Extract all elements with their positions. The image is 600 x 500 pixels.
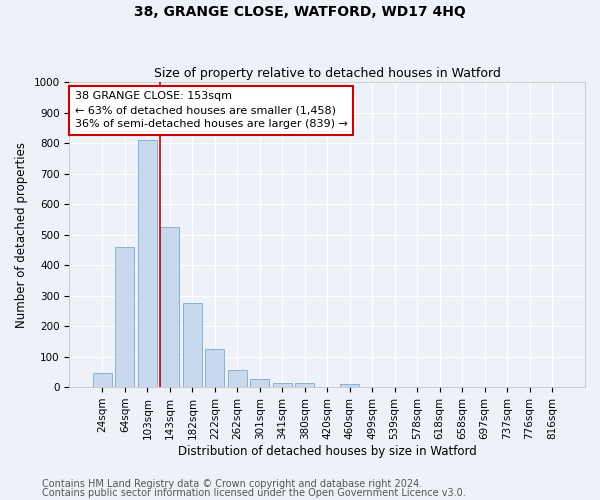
Bar: [295, 382, 314, 387]
Bar: [183, 303, 202, 387]
Bar: [340, 384, 359, 387]
X-axis label: Distribution of detached houses by size in Watford: Distribution of detached houses by size …: [178, 444, 476, 458]
Bar: [250, 380, 269, 387]
Bar: [93, 374, 112, 387]
Bar: [228, 370, 247, 387]
Title: Size of property relative to detached houses in Watford: Size of property relative to detached ho…: [154, 66, 500, 80]
Bar: [115, 247, 134, 387]
Text: Contains HM Land Registry data © Crown copyright and database right 2024.: Contains HM Land Registry data © Crown c…: [42, 479, 422, 489]
Text: 38 GRANGE CLOSE: 153sqm
← 63% of detached houses are smaller (1,458)
36% of semi: 38 GRANGE CLOSE: 153sqm ← 63% of detache…: [74, 91, 347, 129]
Bar: [272, 382, 292, 387]
Y-axis label: Number of detached properties: Number of detached properties: [15, 142, 28, 328]
Bar: [205, 349, 224, 387]
Text: Contains public sector information licensed under the Open Government Licence v3: Contains public sector information licen…: [42, 488, 466, 498]
Text: 38, GRANGE CLOSE, WATFORD, WD17 4HQ: 38, GRANGE CLOSE, WATFORD, WD17 4HQ: [134, 5, 466, 19]
Bar: [160, 227, 179, 387]
Bar: [138, 140, 157, 387]
